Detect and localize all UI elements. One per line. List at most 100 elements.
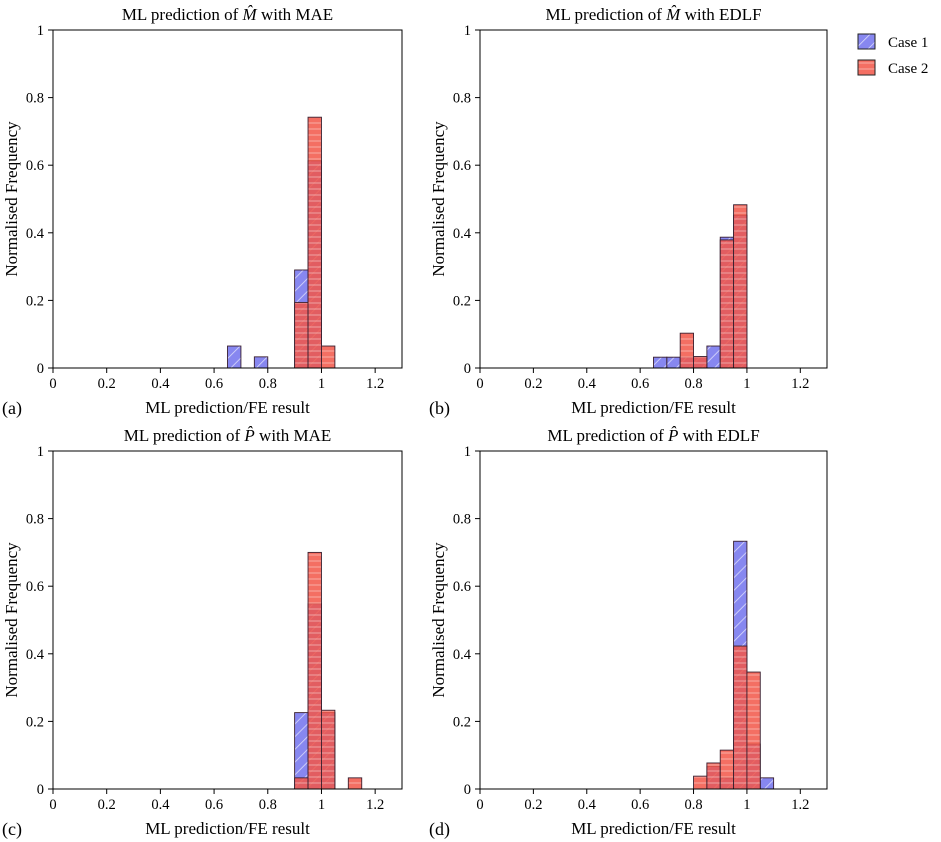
y-tick-label: 0.4	[26, 647, 45, 663]
y-tick-label: 0.2	[453, 293, 471, 309]
x-tick-label: 1.2	[791, 797, 809, 813]
bar-case-1	[227, 345, 242, 369]
bar-case-1	[759, 777, 775, 790]
x-tick-label: 0.6	[631, 376, 649, 392]
y-axis-label: Normalised Frequency	[429, 542, 448, 698]
y-tick-label: 1	[464, 23, 471, 39]
plot-frame	[479, 29, 828, 369]
bar-case-2	[733, 645, 748, 790]
chart-panel: 0 0.2 0.4 0.6 0.8 1 1.2 0 0.2 0.4 0.6 0.8 1 ML predic…	[2, 426, 403, 840]
bar-case-1	[653, 356, 668, 369]
chart-title: ML prediction of P̂ with MAE	[124, 426, 332, 445]
panel-label: (d)	[429, 819, 450, 840]
x-tick-label: 0.8	[684, 376, 702, 392]
x-tick-label: 0.8	[684, 797, 702, 813]
chart-panel: 0 0.2 0.4 0.6 0.8 1 1.2 0 0.2 0.4 0.6 0.8 1 ML predic…	[429, 5, 828, 419]
y-tick-label: 0.4	[26, 226, 45, 242]
y-tick-label: 0.8	[26, 512, 44, 528]
plot-frame	[479, 450, 828, 790]
plot-frame	[52, 29, 403, 369]
legend-label-case-2: Case 2	[888, 61, 928, 77]
y-tick-label: 0.2	[453, 714, 471, 730]
y-tick-label: 0.8	[26, 91, 44, 107]
bar-case-1	[666, 356, 681, 369]
bar-case-2	[294, 301, 309, 369]
bar-case-2	[321, 709, 336, 790]
y-tick-label: 0.6	[453, 158, 471, 174]
bar-case-2	[307, 116, 322, 369]
y-tick-label: 0.2	[26, 714, 44, 730]
y-axis-label: Normalised Frequency	[429, 121, 448, 277]
bar-case-1	[253, 356, 269, 369]
bar-case-2	[746, 671, 761, 790]
bar-case-1	[706, 345, 721, 369]
plot-frame	[52, 450, 403, 790]
x-tick-label: 0.6	[205, 797, 223, 813]
x-tick-label: 0.4	[578, 376, 597, 392]
chart-title: ML prediction of M̂ with MAE	[122, 5, 333, 24]
y-axis-label: Normalised Frequency	[2, 121, 21, 277]
x-tick-label: 1.2	[366, 376, 384, 392]
x-axis-label: ML prediction/FE result	[571, 398, 736, 417]
bar-case-2	[294, 777, 309, 790]
bar-case-2	[733, 204, 748, 369]
x-tick-label: 1	[318, 797, 325, 813]
y-tick-label: 0.2	[26, 293, 44, 309]
x-axis-label: ML prediction/FE result	[571, 819, 736, 838]
y-tick-label: 0	[464, 361, 471, 377]
chart-panel: 0 0.2 0.4 0.6 0.8 1 1.2 0 0.2 0.4 0.6 0.8 1 ML predic…	[2, 5, 403, 419]
x-tick-label: 0	[476, 376, 483, 392]
bar-case-2	[719, 239, 735, 369]
panel-label: (a)	[2, 398, 22, 419]
x-tick-label: 0.4	[151, 376, 170, 392]
x-tick-label: 1	[318, 376, 325, 392]
x-tick-label: 0	[49, 376, 56, 392]
y-tick-label: 0.6	[453, 579, 471, 595]
y-tick-label: 1	[37, 444, 44, 460]
chart-panel: 0 0.2 0.4 0.6 0.8 1 1.2 0 0.2 0.4 0.6 0.8 1 ML predic…	[429, 426, 828, 840]
y-tick-label: 1	[37, 23, 44, 39]
bar-case-2	[679, 332, 694, 369]
y-tick-label: 1	[464, 444, 471, 460]
x-tick-label: 1	[743, 797, 750, 813]
bar-case-2	[719, 749, 735, 790]
x-tick-label: 0.6	[205, 376, 223, 392]
x-tick-label: 0.2	[98, 797, 116, 813]
bar-case-2	[307, 551, 322, 790]
panel-label: (c)	[2, 819, 22, 840]
y-tick-label: 0	[37, 782, 44, 798]
x-axis-label: ML prediction/FE result	[145, 819, 310, 838]
bar-case-2	[347, 777, 363, 790]
x-tick-label: 1.2	[791, 376, 809, 392]
legend-swatch-case-1	[857, 33, 876, 50]
y-tick-label: 0.4	[453, 226, 472, 242]
x-tick-label: 0.4	[578, 797, 597, 813]
x-tick-label: 0.2	[524, 376, 542, 392]
x-tick-label: 0.4	[151, 797, 170, 813]
bar-case-2	[706, 762, 721, 790]
chart-title: ML prediction of M̂ with EDLF	[545, 5, 761, 24]
x-tick-label: 0.8	[259, 376, 277, 392]
bar-case-2	[693, 775, 708, 790]
x-tick-label: 0	[476, 797, 483, 813]
y-tick-label: 0	[37, 361, 44, 377]
y-tick-label: 0.4	[453, 647, 472, 663]
x-tick-label: 1.2	[366, 797, 384, 813]
legend-swatch-case-2	[857, 59, 876, 76]
legend-label-case-1: Case 1	[888, 35, 928, 51]
y-tick-label: 0	[464, 782, 471, 798]
x-axis-label: ML prediction/FE result	[145, 398, 310, 417]
bar-case-2	[321, 345, 336, 369]
bar-case-2	[693, 356, 708, 369]
x-tick-label: 0	[49, 797, 56, 813]
chart-title: ML prediction of P̂ with EDLF	[547, 426, 759, 445]
x-tick-label: 0.2	[524, 797, 542, 813]
y-tick-label: 0.6	[26, 158, 44, 174]
x-tick-label: 0.8	[259, 797, 277, 813]
y-tick-label: 0.8	[453, 91, 471, 107]
x-tick-label: 1	[743, 376, 750, 392]
x-tick-label: 0.2	[98, 376, 116, 392]
y-axis-label: Normalised Frequency	[2, 542, 21, 698]
x-tick-label: 0.6	[631, 797, 649, 813]
